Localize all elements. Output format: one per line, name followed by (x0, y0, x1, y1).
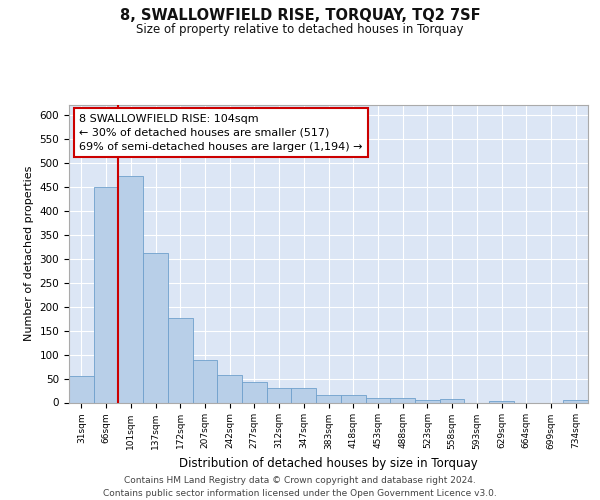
Bar (292, 388, 316, 402)
Bar (365, 398, 390, 402)
Bar (94, 186, 118, 402)
Bar (563, 400, 588, 402)
Y-axis label: Number of detached properties: Number of detached properties (24, 166, 34, 342)
Bar (242, 382, 267, 402)
Bar (217, 374, 242, 402)
Bar (267, 388, 292, 402)
Bar (143, 254, 168, 402)
Bar (341, 396, 365, 402)
X-axis label: Distribution of detached houses by size in Torquay: Distribution of detached houses by size … (179, 457, 478, 470)
Text: Contains HM Land Registry data © Crown copyright and database right 2024.: Contains HM Land Registry data © Crown c… (124, 476, 476, 485)
Bar (390, 398, 415, 402)
Bar (415, 400, 440, 402)
Text: Contains public sector information licensed under the Open Government Licence v3: Contains public sector information licen… (103, 489, 497, 498)
Bar (489, 400, 514, 402)
Bar (168, 318, 193, 402)
Text: Size of property relative to detached houses in Torquay: Size of property relative to detached ho… (136, 22, 464, 36)
Bar (118, 176, 143, 402)
Bar (316, 396, 341, 402)
Bar (193, 360, 217, 403)
Text: 8 SWALLOWFIELD RISE: 104sqm
← 30% of detached houses are smaller (517)
69% of se: 8 SWALLOWFIELD RISE: 104sqm ← 30% of det… (79, 114, 363, 152)
Bar (69, 376, 94, 402)
Bar (440, 398, 464, 402)
Text: 8, SWALLOWFIELD RISE, TORQUAY, TQ2 7SF: 8, SWALLOWFIELD RISE, TORQUAY, TQ2 7SF (119, 8, 481, 22)
